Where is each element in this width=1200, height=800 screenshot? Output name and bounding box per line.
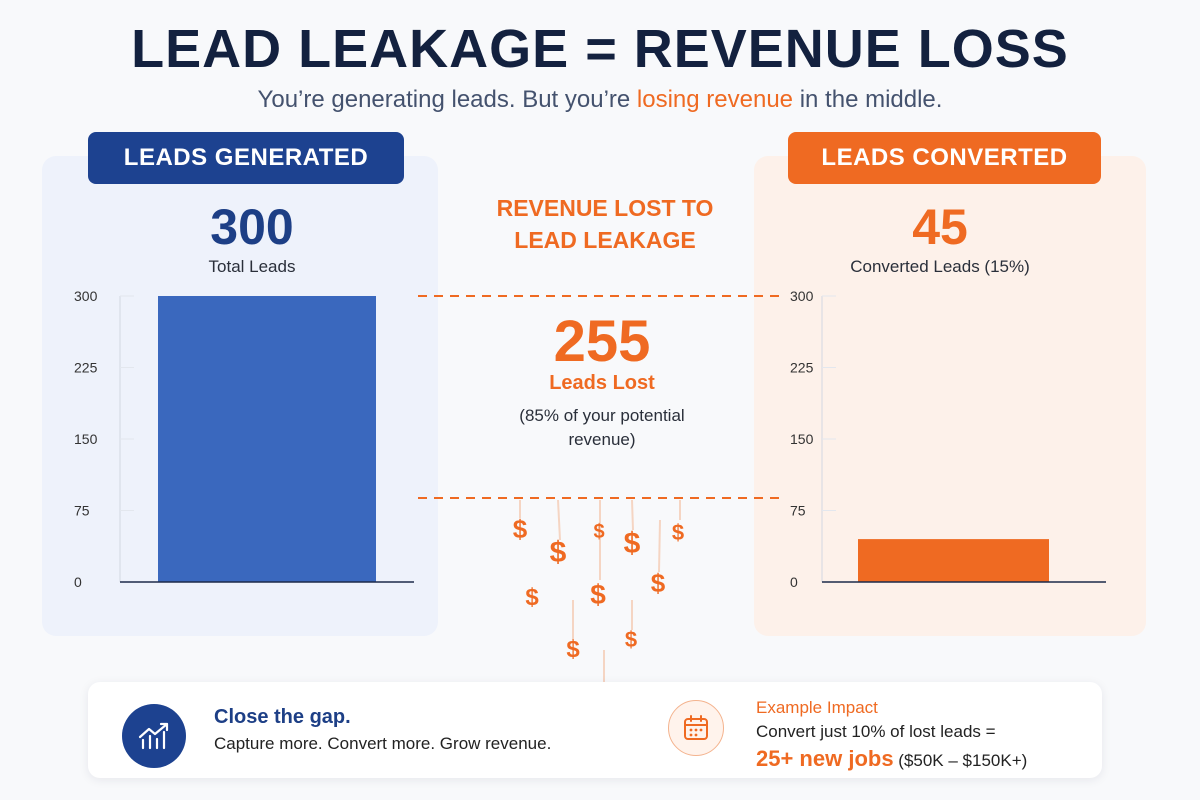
leads-lost-label: Leads Lost (549, 372, 655, 394)
y-tick-label: 150 (74, 431, 98, 447)
dollar-sign-icon: $ (513, 514, 528, 544)
close-the-gap-title: Close the gap. (214, 706, 351, 728)
dollar-sign-icon: $ (550, 536, 567, 569)
example-impact-result: 25+ new jobs ($50K – $150K+) (756, 746, 1027, 772)
y-tick-label: 0 (74, 574, 82, 590)
example-impact-title: Example Impact (756, 698, 878, 717)
leads-lost-note-line1: (85% of your potential (519, 406, 685, 425)
calendar-icon (668, 700, 724, 756)
leads-converted-badge: LEADS CONVERTED (788, 132, 1101, 184)
growth-chart-icon (122, 704, 186, 768)
dollar-sign-icon: $ (590, 579, 606, 610)
bar (158, 296, 376, 582)
leads-lost-percentage-note: (85% of your potential revenue) (490, 404, 714, 452)
close-the-gap-text: Capture more. Convert more. Grow revenue… (214, 734, 552, 753)
new-jobs-highlight: 25+ new jobs (756, 746, 894, 771)
dollar-sign-icon: $ (566, 636, 580, 663)
dollar-sign-icon: $ (593, 521, 604, 543)
leads-converted-chart: 0 75 150 225 300 (790, 288, 1106, 590)
y-tick-label: 225 (790, 360, 814, 376)
example-impact-text: Convert just 10% of lost leads = (756, 722, 996, 741)
revenue-range: ($50K – $150K+) (893, 751, 1028, 770)
drip-trail (557, 499, 561, 541)
subtitle-highlight: losing revenue (636, 86, 794, 113)
page-title: LEAD LEAKAGE = REVENUE LOSS (131, 19, 1069, 79)
leads-generated-chart: 0 75 150 225 300 (74, 288, 414, 590)
revenue-lost-heading-line2: LEAD LEAKAGE (514, 227, 696, 253)
y-tick-label: 300 (74, 288, 98, 304)
y-tick-label: 75 (790, 503, 806, 519)
calendar-icon-svg (684, 715, 708, 740)
drip-trail (631, 499, 634, 531)
dollar-sign-icon: $ (651, 568, 666, 598)
total-leads-label: Total Leads (208, 257, 296, 276)
y-tick-label: 0 (790, 574, 798, 590)
bar (858, 539, 1049, 582)
dollar-sign-icon: $ (625, 627, 637, 652)
total-leads-number: 300 (210, 199, 294, 255)
dollar-sign-icon: $ (672, 520, 684, 545)
dollar-sign-icon: $ (624, 527, 641, 560)
converted-leads-label: Converted Leads (15%) (850, 257, 1030, 276)
page-subtitle: You’re generating leads. But you’re losi… (0, 86, 1200, 114)
converted-leads-number: 45 (912, 199, 968, 255)
leads-lost-number: 255 (553, 309, 651, 374)
subtitle-post: in the middle. (793, 86, 943, 113)
dollar-sign-icon: $ (525, 584, 539, 611)
leads-generated-badge: LEADS GENERATED (88, 132, 404, 184)
revenue-lost-heading: REVENUE LOST TO LEAD LEAKAGE (470, 192, 740, 256)
y-tick-label: 225 (74, 360, 98, 376)
revenue-lost-heading-line1: REVENUE LOST TO (496, 195, 714, 221)
subtitle-pre: You’re generating leads. But you’re (257, 86, 637, 113)
y-tick-label: 75 (74, 503, 90, 519)
falling-dollars: $$$$$$$$$$$ (513, 514, 684, 713)
y-tick-label: 300 (790, 288, 814, 304)
growth-chart-icon-svg (138, 722, 169, 750)
y-tick-label: 150 (790, 431, 814, 447)
bottom-cta-card: Close the gap. Capture more. Convert mor… (88, 682, 1102, 778)
drip-trail (658, 519, 661, 573)
drip-trails (519, 499, 681, 690)
leads-lost-note-line2: revenue) (568, 430, 636, 449)
